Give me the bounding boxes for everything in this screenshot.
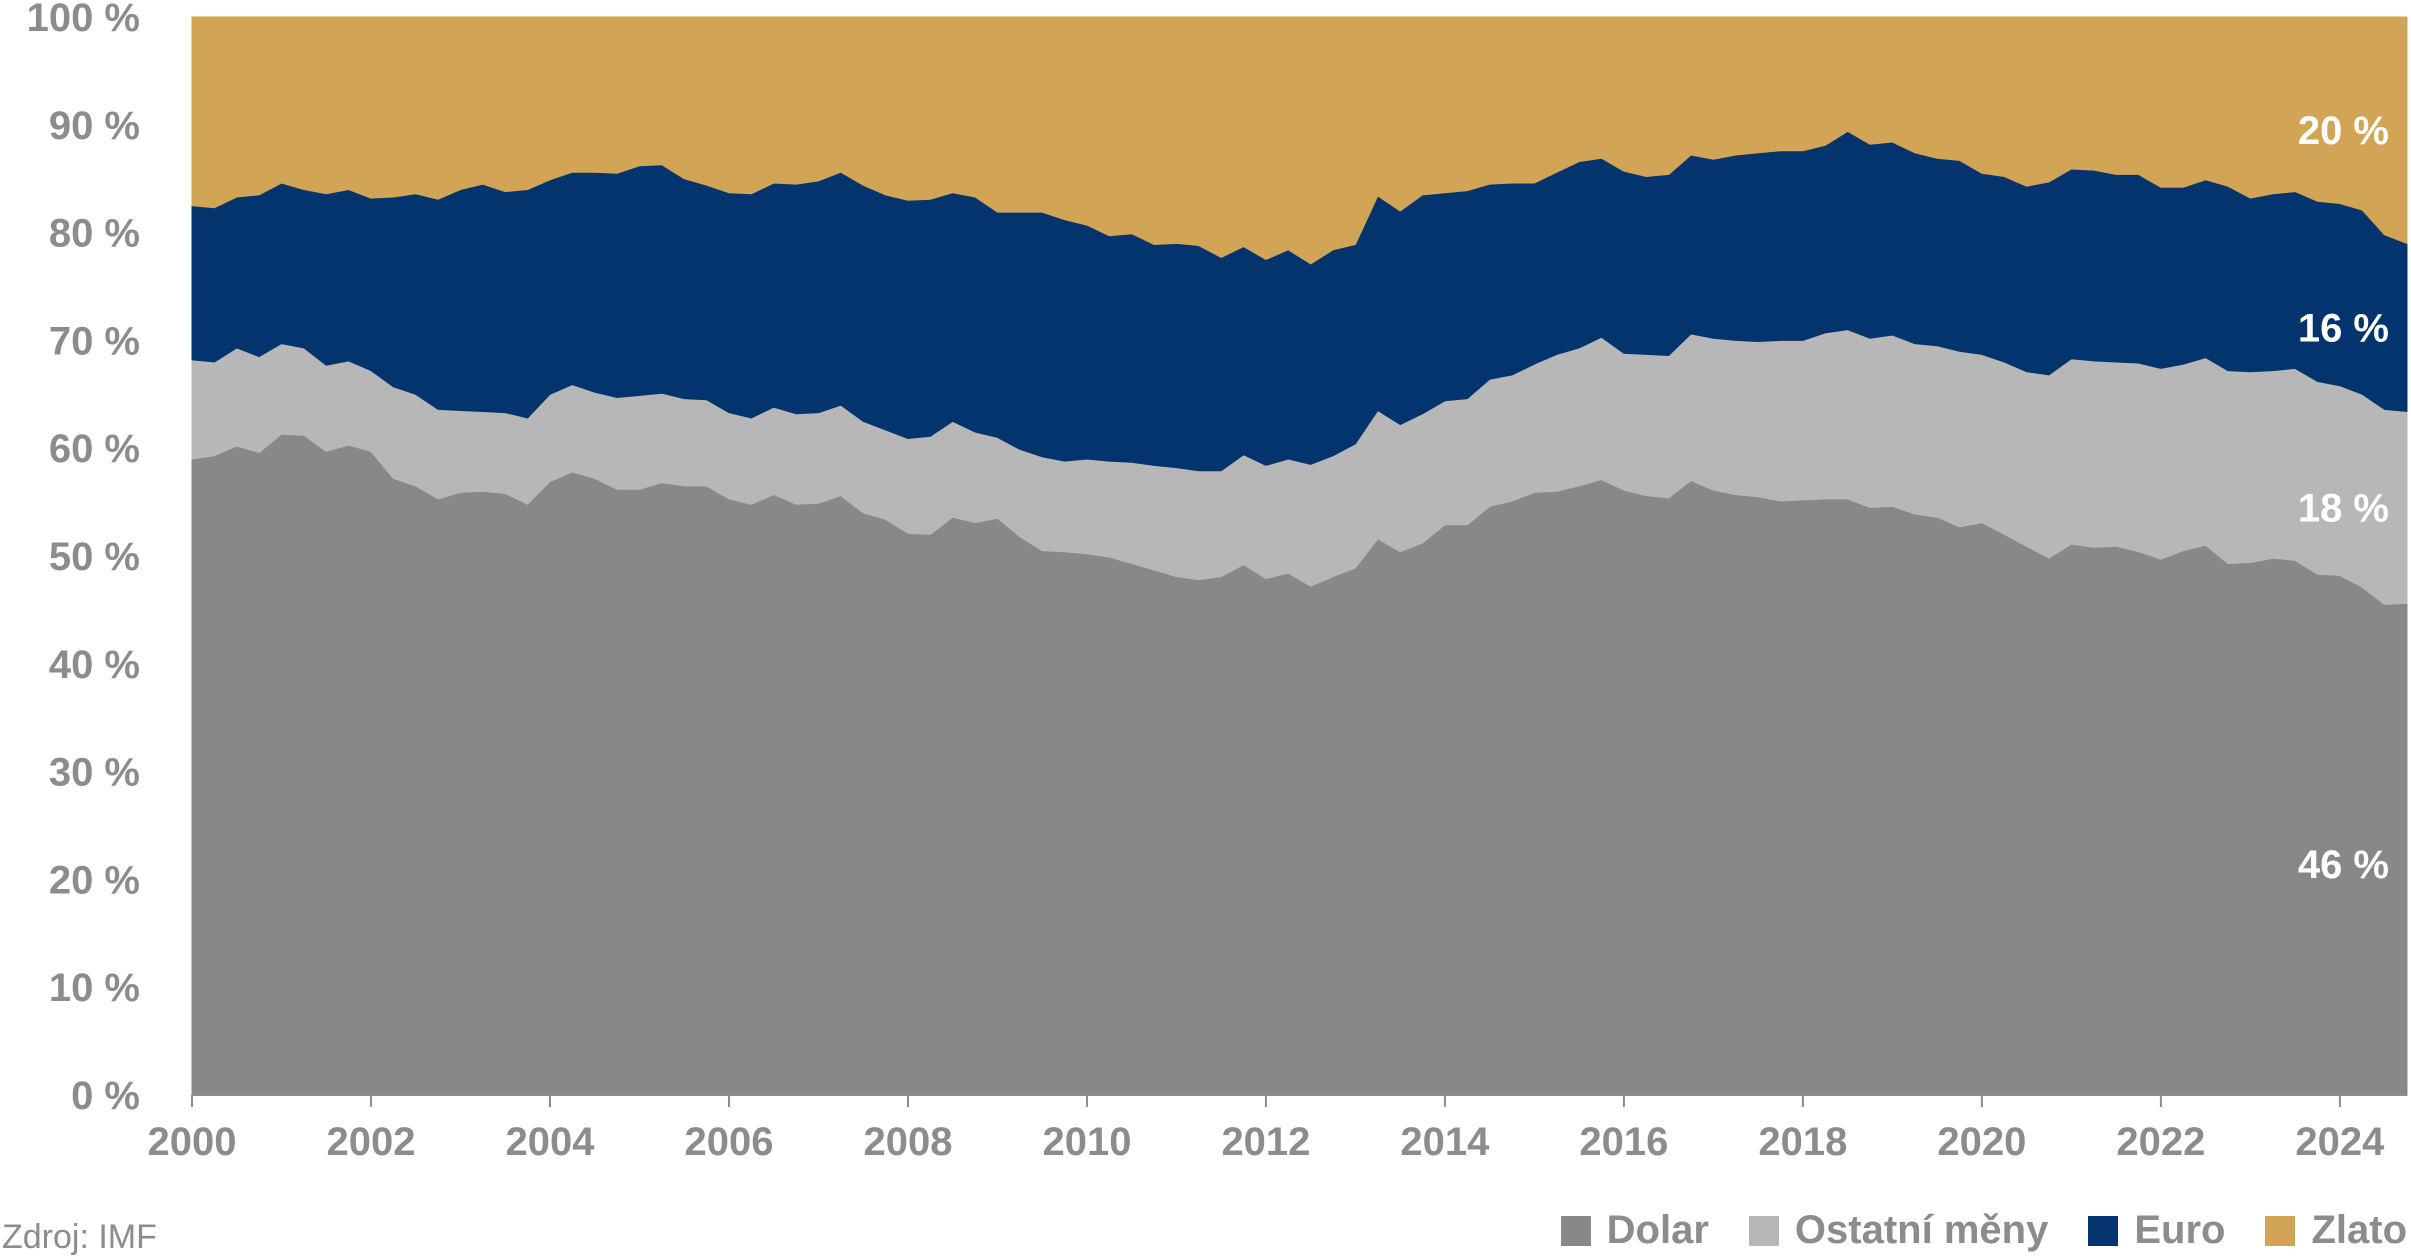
y-tick-label: 30 % (49, 751, 140, 795)
x-tick-label: 2012 (1221, 1120, 1310, 1164)
y-tick-label: 40 % (49, 643, 140, 687)
x-tick-label: 2016 (1579, 1120, 1668, 1164)
y-tick-label: 100 % (27, 0, 140, 40)
x-tick-label: 2008 (863, 1120, 952, 1164)
x-tick-label: 2020 (1937, 1120, 2026, 1164)
legend-label-euro: Euro (2134, 1208, 2226, 1252)
y-tick-label: 90 % (49, 104, 140, 148)
area-zlato (191, 16, 2408, 265)
legend-item-ostatni: Ostatní měny (1748, 1208, 2049, 1253)
x-tick-label: 2002 (326, 1120, 415, 1164)
legend-label-dolar: Dolar (1606, 1208, 1709, 1252)
y-tick-label: 0 % (71, 1074, 140, 1118)
source-note: Zdroj: IMF (2, 1218, 157, 1256)
end-label-dolar: 46 % (2298, 843, 2389, 887)
y-tick-label: 10 % (49, 966, 140, 1010)
y-tick-label: 60 % (49, 427, 140, 471)
legend-item-zlato: Zlato (2265, 1208, 2407, 1253)
x-tick-label: 2018 (1758, 1120, 1847, 1164)
x-tick-label: 2000 (148, 1120, 237, 1164)
legend-item-euro: Euro (2088, 1208, 2225, 1253)
x-axis-tick-labels: 2000 2002 2004 2006 2008 2010 2012 2014 2016 2018… (148, 1120, 2386, 1164)
x-tick-label: 2006 (684, 1120, 773, 1164)
y-tick-label: 20 % (49, 858, 140, 902)
legend-item-dolar: Dolar (1560, 1208, 1709, 1253)
legend-swatch-euro (2088, 1215, 2119, 1246)
end-value-labels: 20 % 16 % 18 % 46 % (2298, 109, 2389, 887)
legend-label-ostatni: Ostatní měny (1794, 1208, 2049, 1252)
y-tick-label: 70 % (49, 319, 140, 363)
legend-swatch-dolar (1560, 1215, 1591, 1246)
y-axis-tick-labels: 0 % 10 % 20 % 30 % 40 % 50 % 60 % 70 % 80 % 90 % 1… (27, 0, 140, 1118)
x-tick-label: 2004 (505, 1120, 595, 1164)
y-tick-label: 80 % (49, 212, 140, 256)
end-label-zlato: 20 % (2298, 109, 2389, 153)
legend-label-zlato: Zlato (2311, 1208, 2407, 1252)
area-layers (191, 16, 2408, 1096)
x-tick-label: 2024 (2295, 1120, 2385, 1164)
x-tick-label: 2014 (1400, 1120, 1490, 1164)
end-label-euro: 16 % (2298, 306, 2389, 350)
x-axis-tick-marks (191, 1095, 2341, 1107)
y-tick-label: 50 % (49, 535, 140, 579)
legend-swatch-zlato (2265, 1215, 2296, 1246)
legend-swatch-ostatni (1748, 1215, 1779, 1246)
x-tick-label: 2010 (1042, 1120, 1131, 1164)
end-label-ostatn-m-ny: 18 % (2298, 486, 2389, 530)
x-tick-label: 2022 (2116, 1120, 2205, 1164)
legend: Dolar Ostatní měny Euro Zlato (1521, 1208, 2407, 1253)
